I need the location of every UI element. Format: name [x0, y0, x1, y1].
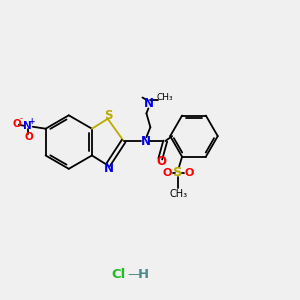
Text: H: H [137, 268, 148, 281]
Text: O: O [184, 168, 194, 178]
Text: —: — [127, 268, 140, 281]
Text: Cl: Cl [111, 268, 125, 281]
Text: CH₃: CH₃ [157, 93, 174, 102]
Text: S: S [173, 166, 183, 179]
Text: O: O [24, 132, 33, 142]
Text: N: N [143, 97, 153, 110]
Text: N: N [23, 121, 32, 131]
Text: +: + [28, 117, 35, 126]
Text: O: O [13, 119, 21, 129]
Text: N: N [140, 135, 150, 148]
Text: -: - [19, 114, 22, 123]
Text: CH₃: CH₃ [169, 189, 187, 200]
Text: O: O [163, 168, 172, 178]
Text: S: S [104, 109, 113, 122]
Text: N: N [104, 162, 114, 175]
Text: O: O [156, 155, 166, 168]
